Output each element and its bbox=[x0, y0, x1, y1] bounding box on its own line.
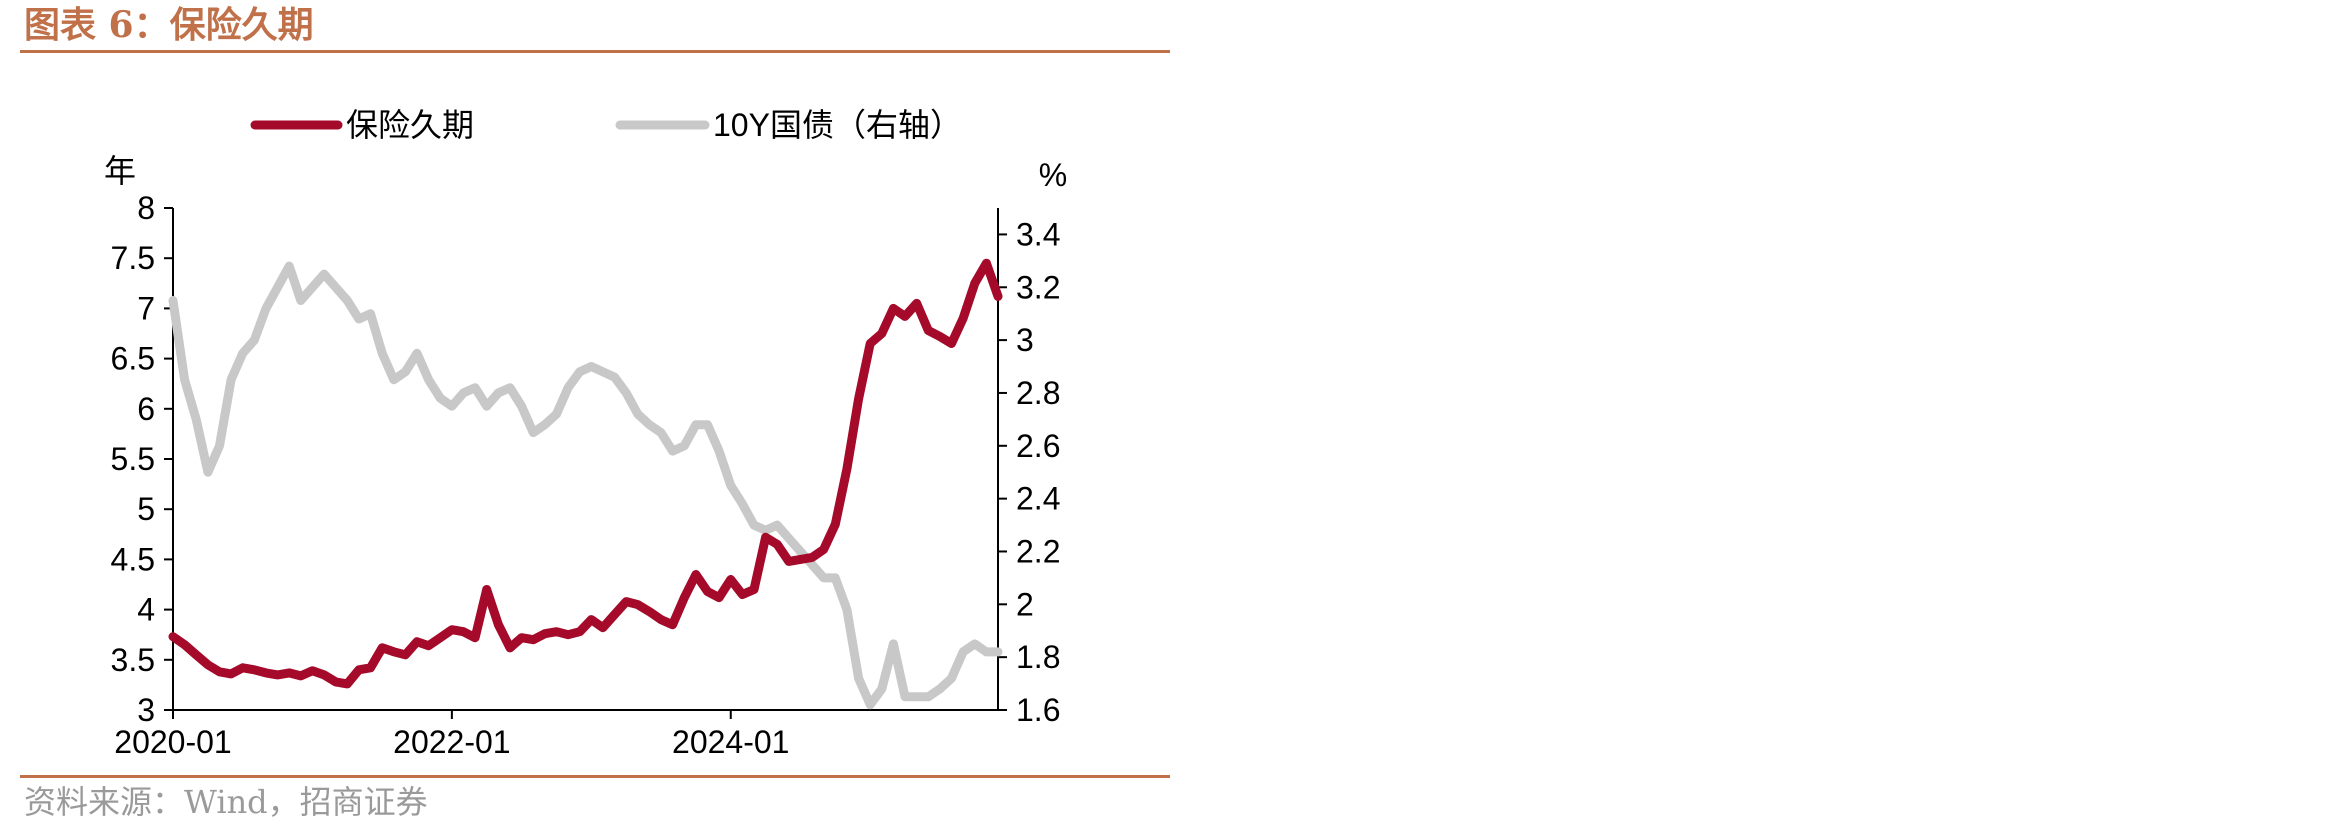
x-tick-label: 2022-01 bbox=[393, 724, 510, 760]
left-tick-label: 4.5 bbox=[111, 541, 155, 577]
footer-divider bbox=[20, 775, 1170, 778]
right-axis-unit: % bbox=[1039, 157, 1067, 193]
left-tick-label: 3 bbox=[137, 692, 155, 728]
right-tick-label: 1.8 bbox=[1016, 639, 1060, 675]
right-tick-label: 3.2 bbox=[1016, 269, 1060, 305]
title-divider bbox=[20, 50, 1170, 53]
left-tick-label: 7.5 bbox=[111, 240, 155, 276]
left-axis-unit: 年 bbox=[104, 153, 136, 189]
right-tick-label: 1.6 bbox=[1016, 692, 1060, 728]
right-tick-label: 2.8 bbox=[1016, 375, 1060, 411]
series-layer bbox=[168, 258, 1003, 710]
series-line-bond bbox=[168, 261, 1003, 710]
left-tick-label: 6.5 bbox=[111, 341, 155, 377]
figure-title: 图表 6：保险久期 bbox=[24, 4, 314, 46]
right-tick-label: 2.4 bbox=[1016, 481, 1060, 517]
x-tick-label: 2020-01 bbox=[114, 724, 231, 760]
source-note: 资料来源：Wind，招商证券 bbox=[24, 783, 428, 821]
left-tick-label: 4 bbox=[137, 592, 155, 628]
right-tick-label: 2.2 bbox=[1016, 533, 1060, 569]
left-tick-label: 5 bbox=[137, 491, 155, 527]
series-line-duration bbox=[168, 258, 1003, 689]
legend-label-bond: 10Y国债（右轴） bbox=[713, 107, 962, 143]
left-tick-label: 6 bbox=[137, 391, 155, 427]
right-tick-label: 2 bbox=[1016, 586, 1034, 622]
axes: 3 3.5 4 4.5 5 5.5 6 6.5 7 7.5 8 1.6 1.8 2 2.2 2.4 2.6 2.8… bbox=[111, 190, 1061, 760]
legend: 保险久期 10Y国债（右轴） bbox=[250, 107, 962, 143]
right-tick-label: 3 bbox=[1016, 322, 1034, 358]
left-tick-label: 5.5 bbox=[111, 441, 155, 477]
x-tick-label: 2024-01 bbox=[672, 724, 789, 760]
right-tick-label: 3.4 bbox=[1016, 216, 1060, 252]
left-tick-label: 8 bbox=[137, 190, 155, 226]
left-tick-label: 3.5 bbox=[111, 642, 155, 678]
left-tick-label: 7 bbox=[137, 290, 155, 326]
legend-label-duration: 保险久期 bbox=[346, 107, 474, 143]
right-tick-label: 2.6 bbox=[1016, 428, 1060, 464]
